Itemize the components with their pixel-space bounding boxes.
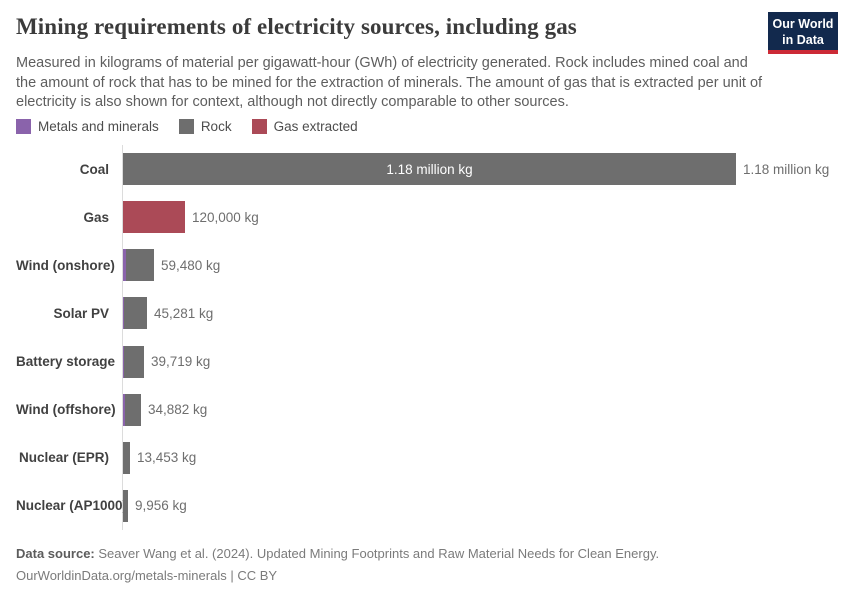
- license-line[interactable]: OurWorldinData.org/metals-minerals | CC …: [16, 568, 278, 584]
- bar-area: 34,882 kg: [123, 393, 208, 426]
- bar[interactable]: 1.18 million kg: [123, 153, 736, 186]
- chart-row: Nuclear (AP1000) 9,956 kg: [16, 482, 834, 530]
- category-label: Wind (onshore): [16, 257, 115, 273]
- category-label: Battery storage: [16, 354, 116, 370]
- metals-segment[interactable]: [123, 345, 124, 378]
- chart-row: Solar PV 45,281 kg: [16, 289, 834, 337]
- category-label: Coal: [79, 161, 109, 177]
- chart-row: Nuclear (EPR) 13,453 kg: [16, 434, 834, 482]
- chart-row: Wind (offshore) 34,882 kg: [16, 386, 834, 434]
- metals-segment[interactable]: [123, 393, 125, 426]
- data-source-label: Data source:: [16, 546, 95, 561]
- legend-swatch: [16, 119, 31, 134]
- legend-swatch: [251, 119, 267, 134]
- metals-segment[interactable]: [123, 297, 124, 330]
- category-label: Nuclear (AP1000): [16, 498, 128, 514]
- owid-logo: Our World in Data: [768, 12, 838, 54]
- bar[interactable]: [123, 489, 128, 522]
- bar-area: 45,281 kg: [123, 297, 214, 330]
- chart-row: Coal 1.18 million kg 1.18 million kg: [16, 145, 834, 193]
- data-source-line: Data source: Seaver Wang et al. (2024). …: [16, 543, 834, 565]
- category-label: Nuclear (EPR): [18, 450, 109, 466]
- chart-rows: Coal 1.18 million kg 1.18 million kg Gas…: [16, 145, 834, 530]
- chart-row: Wind (onshore) 59,480 kg: [16, 241, 834, 289]
- legend-item[interactable]: Rock: [178, 119, 232, 134]
- owid-logo-line2: in Data: [782, 33, 824, 48]
- bar-area: 13,453 kg: [123, 441, 197, 474]
- value-label: 45,281 kg: [154, 305, 214, 321]
- data-source-text: Seaver Wang et al. (2024). Updated Minin…: [94, 546, 660, 561]
- category-label: Wind (offshore): [16, 402, 116, 418]
- bar-area: 59,480 kg: [123, 249, 221, 282]
- bar-area: 39,719 kg: [123, 345, 211, 378]
- legend-item[interactable]: Gas extracted: [251, 119, 358, 134]
- bar[interactable]: [123, 201, 185, 234]
- chart-row: Battery storage 39,719 kg: [16, 338, 834, 386]
- value-label: 13,453 kg: [137, 450, 197, 466]
- bar[interactable]: [123, 441, 130, 474]
- page-title: Mining requirements of electricity sourc…: [16, 14, 577, 39]
- legend-item[interactable]: Metals and minerals: [16, 119, 159, 134]
- category-label: Gas: [83, 209, 109, 225]
- y-axis-line: [122, 145, 123, 530]
- chart-row: Gas 120,000 kg: [16, 193, 834, 241]
- bar[interactable]: [123, 249, 154, 282]
- legend-label: Gas extracted: [273, 119, 358, 134]
- bar-inside-label: 1.18 million kg: [386, 161, 473, 177]
- bar-area: 1.18 million kg 1.18 million kg: [123, 153, 830, 186]
- bar-area: 9,956 kg: [123, 489, 187, 522]
- legend-swatch: [178, 119, 194, 134]
- bar[interactable]: [123, 393, 141, 426]
- bar[interactable]: [123, 297, 147, 330]
- legend-label: Rock: [200, 119, 232, 134]
- metals-segment[interactable]: [123, 249, 126, 282]
- chart-footer: Data source: Seaver Wang et al. (2024). …: [16, 543, 834, 587]
- bar[interactable]: [123, 345, 144, 378]
- value-label: 1.18 million kg: [743, 161, 830, 177]
- value-label: 9,956 kg: [135, 498, 187, 514]
- value-label: 39,719 kg: [151, 354, 211, 370]
- owid-logo-line1: Our World: [772, 17, 834, 31]
- value-label: 59,480 kg: [161, 257, 221, 273]
- chart-subtitle: Measured in kilograms of material per gi…: [16, 55, 763, 111]
- category-label: Solar PV: [53, 305, 109, 321]
- bar-area: 120,000 kg: [123, 201, 259, 234]
- bar-chart: Coal 1.18 million kg 1.18 million kg Gas…: [16, 145, 834, 530]
- legend: Metals and minerals Rock Gas extracted: [16, 119, 358, 134]
- value-label: 34,882 kg: [148, 402, 208, 418]
- legend-label: Metals and minerals: [38, 119, 159, 134]
- value-label: 120,000 kg: [192, 209, 259, 225]
